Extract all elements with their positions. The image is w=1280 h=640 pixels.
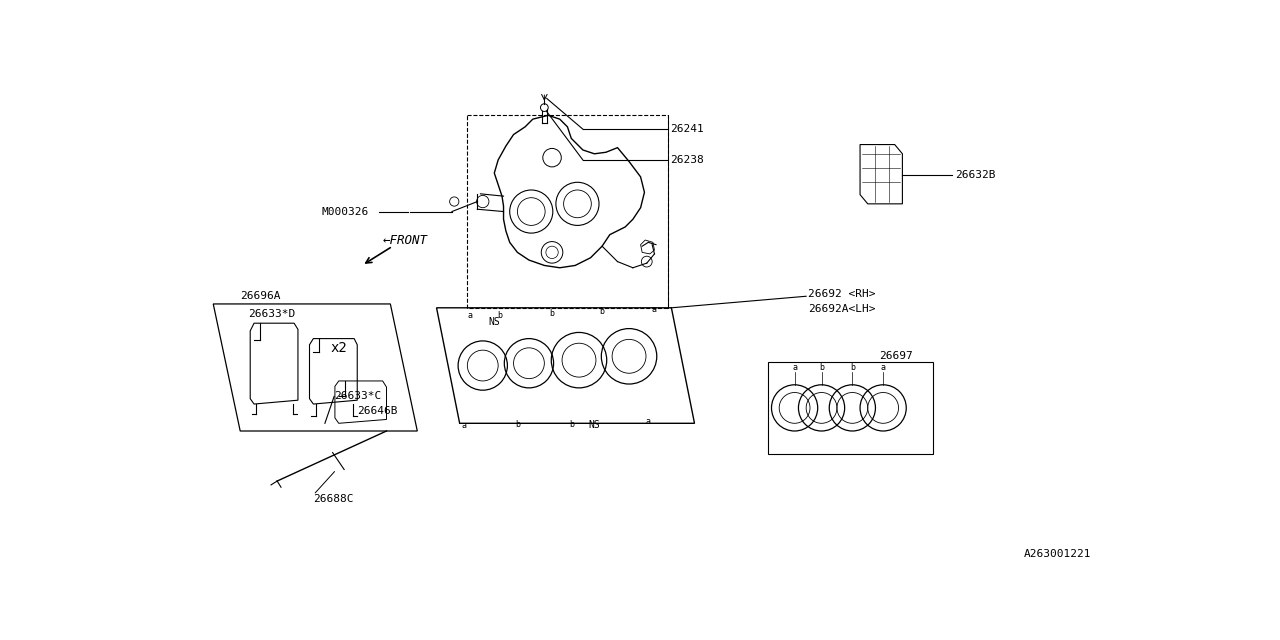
Text: NS: NS	[589, 420, 600, 430]
Text: b: b	[549, 308, 554, 317]
Text: a: a	[881, 364, 886, 372]
Text: 26692A<LH>: 26692A<LH>	[809, 305, 876, 314]
Text: 26632B: 26632B	[955, 170, 996, 180]
Text: x2: x2	[330, 341, 347, 355]
Bar	[768, 362, 933, 454]
Text: 26238: 26238	[669, 155, 704, 165]
Text: A263001221: A263001221	[1024, 549, 1091, 559]
Text: a: a	[467, 311, 472, 320]
Text: 26646B: 26646B	[357, 406, 398, 416]
Text: 26692 <RH>: 26692 <RH>	[809, 289, 876, 299]
Text: ←FRONT: ←FRONT	[383, 234, 428, 246]
Text: a: a	[652, 305, 657, 314]
Text: b: b	[568, 420, 573, 429]
Text: 26241: 26241	[669, 124, 704, 134]
Text: 26633*C: 26633*C	[334, 391, 381, 401]
Text: b: b	[819, 364, 824, 372]
Text: NS: NS	[489, 317, 500, 326]
Text: b: b	[850, 364, 855, 372]
Bar	[467, 115, 668, 308]
Text: a: a	[646, 417, 650, 426]
Text: a: a	[792, 364, 797, 372]
Text: b: b	[497, 311, 502, 320]
Text: a: a	[461, 421, 466, 430]
Text: b: b	[515, 420, 520, 429]
Text: 26688C: 26688C	[314, 494, 353, 504]
Text: 26696A: 26696A	[241, 291, 280, 301]
Text: 26633*D: 26633*D	[248, 309, 296, 319]
Text: b: b	[599, 307, 604, 316]
Text: M000326: M000326	[321, 207, 369, 216]
Text: 26697: 26697	[879, 351, 913, 360]
